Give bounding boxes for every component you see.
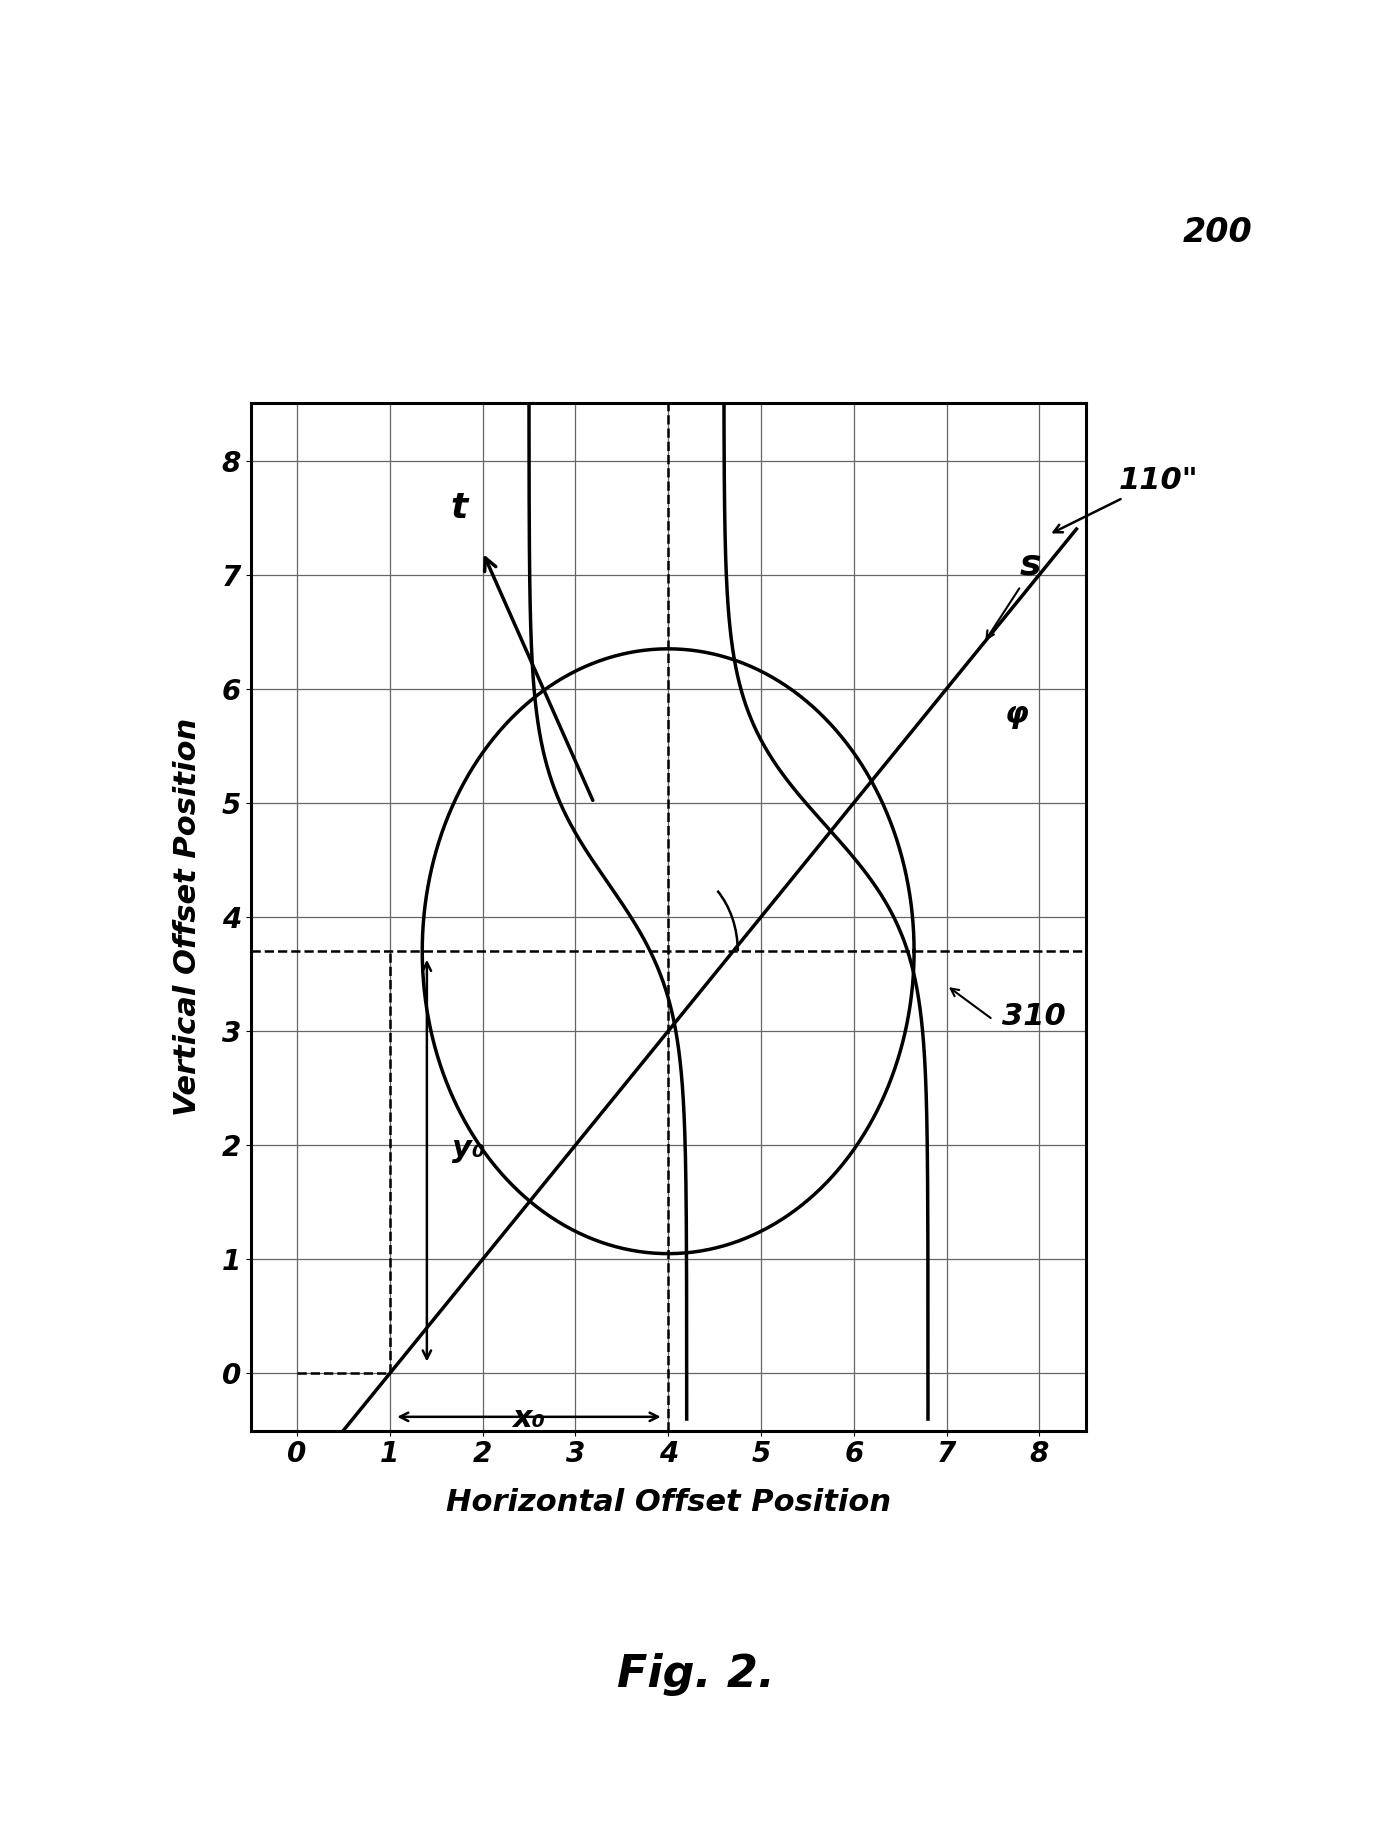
Text: Fig. 2.: Fig. 2.	[617, 1652, 775, 1696]
Text: y₀: y₀	[452, 1133, 486, 1163]
Text: s: s	[1019, 548, 1041, 581]
Y-axis label: Vertical Offset Position: Vertical Offset Position	[173, 717, 202, 1117]
X-axis label: Horizontal Offset Position: Horizontal Offset Position	[445, 1487, 891, 1517]
Text: 310: 310	[1002, 1003, 1066, 1031]
Text: 110": 110"	[1054, 466, 1199, 532]
Text: 200: 200	[1183, 216, 1253, 249]
Text: x₀: x₀	[512, 1405, 546, 1432]
Text: φ: φ	[1004, 701, 1029, 728]
Text: t: t	[451, 492, 468, 525]
